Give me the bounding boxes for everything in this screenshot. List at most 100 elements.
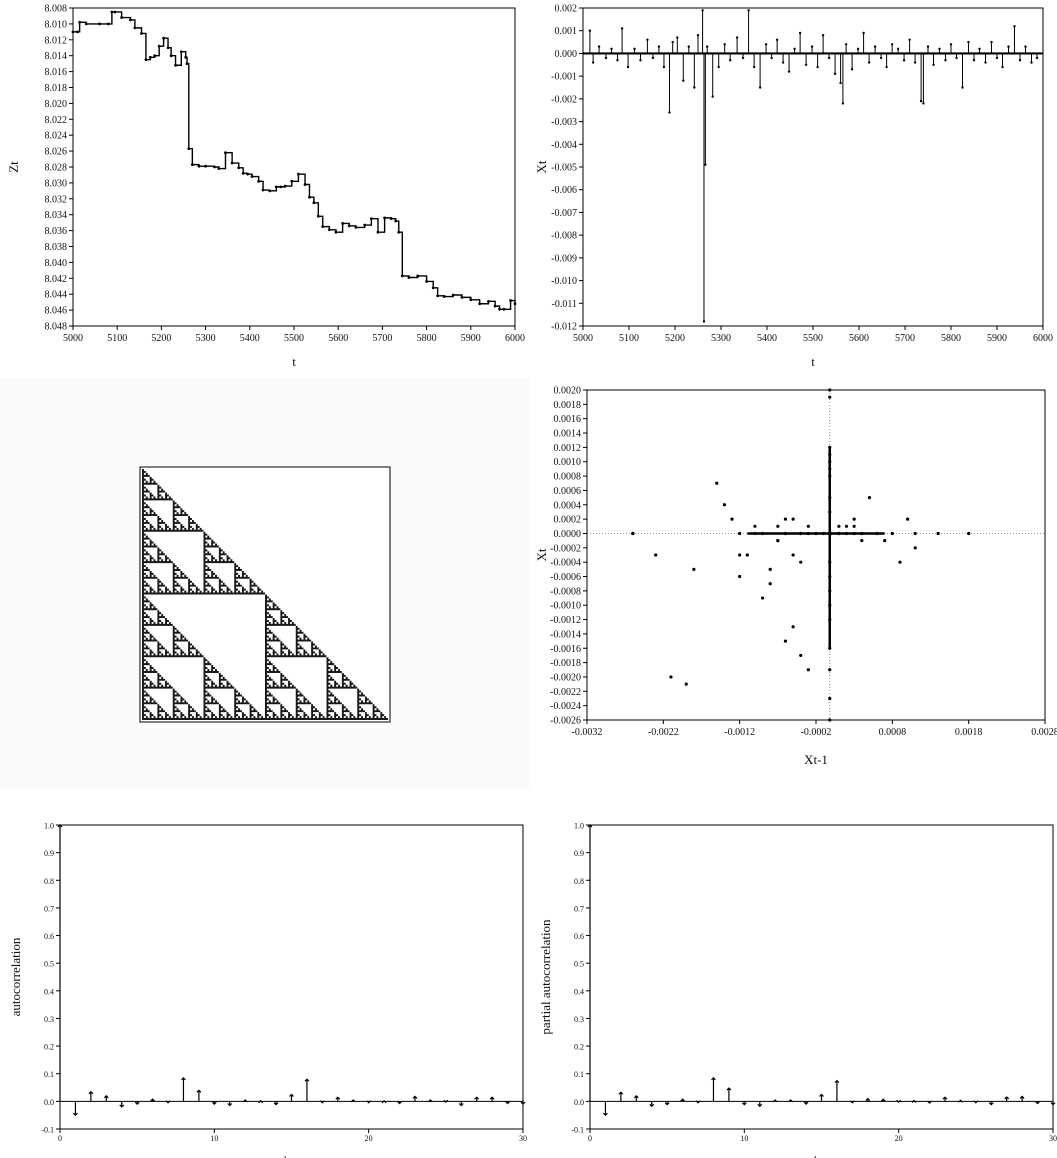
y-tick-label: -0.0018 [550,658,581,669]
x-tick-label: 5400 [240,333,260,344]
scatter-point [828,452,832,457]
zt-data-point [76,30,79,34]
xt-data-point [657,45,661,48]
xt-data-point [610,47,613,51]
scatter-point [669,675,673,679]
x-tick-label: -0.0012 [724,727,755,738]
xt-data-point [704,163,707,166]
y-tick-label: 8.022 [45,115,68,126]
y-tick-label: 0.0008 [554,472,582,483]
lag-marker [942,1096,948,1100]
y-tick-label: 8.010 [45,19,68,30]
xt-data-point [682,79,685,82]
y-tick-label: 0.0018 [554,400,582,411]
zt-data-point [436,294,440,298]
zt-data-point [169,54,173,58]
scatter-point [768,582,772,586]
x-tick-label: 10 [740,1134,748,1143]
x-axis-label: lag [814,1153,830,1158]
zt-data-point [303,183,307,186]
zt-data-point [460,295,464,299]
xt-data-point [938,47,941,51]
scatter-point [828,560,832,564]
lag-marker [819,1093,824,1097]
x-tick-label: 5100 [619,333,639,344]
zt-data-point [140,32,143,35]
zt-data-point [230,161,234,165]
zt-data-point [129,18,132,22]
xt-data-point [752,65,756,69]
zt-data-point [502,307,506,311]
lag-marker [520,1101,526,1105]
zt-data-point [157,44,161,48]
lag-marker [1050,1102,1056,1106]
lag-marker [335,1096,341,1100]
y-tick-label: -0.1 [41,1126,54,1135]
scatter-point [828,510,832,514]
lag-marker [412,1095,418,1099]
xt-data-point [885,65,888,69]
zt-data-point [442,295,446,298]
xt-data-point [775,38,779,41]
lag-marker [427,1099,433,1103]
xt-data-point [873,45,877,48]
xt-data-point [687,45,690,48]
lag-marker [73,1112,78,1117]
xt-data-point [990,40,993,44]
zt-data-point [354,226,358,229]
xt-data-point [1018,59,1022,62]
y-tick-label: 8.026 [45,147,68,158]
xt-data-point [908,38,911,41]
lag-marker [381,1099,387,1104]
x-tick-label: 6000 [505,333,525,344]
scatter-point [738,531,742,536]
xt-data-point [810,45,814,48]
scatter-point [852,531,856,536]
scatter-point [745,553,749,557]
xt-data-point [850,68,854,71]
zt-data-point [148,55,152,59]
y-tick-label: 0.2 [574,1043,584,1052]
scatter-point [806,531,810,536]
x-axis-label: t [292,354,296,369]
y-tick-label: -0.005 [551,163,577,174]
xt-data-point [597,45,601,48]
scatter-point [738,553,742,557]
scatter-point [844,531,849,536]
zt-data-point [407,276,411,279]
y-tick-label: 0.8 [44,877,54,886]
y-tick-label: 0.7 [574,904,584,913]
y-tick-label: -0.0008 [550,586,581,597]
lag-marker [134,1101,140,1105]
y-tick-label: -0.0020 [550,672,581,683]
scatter-point [828,467,832,471]
lag-marker [443,1099,449,1104]
xt-data-point [816,65,819,69]
x-tick-label: 0.0028 [1031,727,1057,738]
lag-marker [397,1101,402,1105]
lag-marker [103,1094,109,1099]
y-tick-label: 0.9 [44,849,54,858]
zt-data-point [316,214,320,218]
lag-marker [350,1099,356,1103]
x-tick-label: 0.0008 [879,727,907,738]
y-axis-label: autocorrelation [8,937,23,1016]
y-tick-label: 8.018 [45,83,68,94]
xt-data-point [747,9,750,12]
y-tick-label: -0.003 [551,117,577,128]
y-tick-label: 0.9 [574,849,584,858]
y-tick-label: -0.011 [552,299,577,310]
xt-data-point [978,47,981,51]
y-axis-label: Xt [534,548,549,561]
lag-marker [474,1096,480,1100]
zt-data-point [312,201,316,205]
y-tick-label: 0.0004 [554,500,582,511]
scatter-point [828,589,832,593]
zt-data-point [197,164,201,168]
xt-data-point [913,61,917,64]
scatter-point [799,531,803,536]
x-tick-label: 5200 [665,333,685,344]
zt-data-point [416,274,420,278]
zt-data-point [133,26,137,30]
